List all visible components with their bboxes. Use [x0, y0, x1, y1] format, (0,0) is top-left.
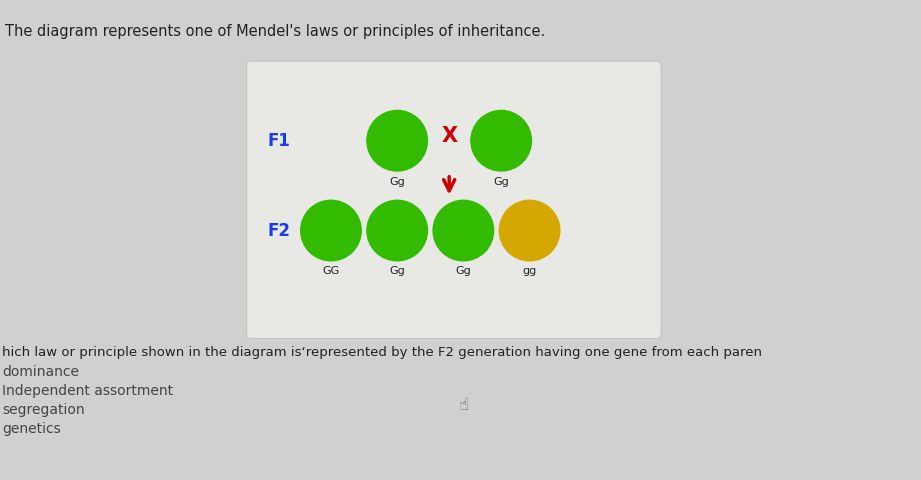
Circle shape — [499, 200, 560, 261]
Text: X: X — [441, 126, 457, 146]
Text: Independent assortment: Independent assortment — [2, 384, 173, 398]
Text: dominance: dominance — [2, 365, 79, 379]
Text: segregation: segregation — [2, 403, 85, 417]
Text: Gg: Gg — [456, 266, 472, 276]
Text: Gg: Gg — [390, 266, 405, 276]
Text: hich law or principle shown in the diagram isʻrepresented by the F2 generation h: hich law or principle shown in the diagr… — [2, 346, 762, 359]
Circle shape — [471, 110, 531, 171]
Text: genetics: genetics — [2, 421, 61, 435]
Text: The diagram represents one of Mendel's laws or principles of inheritance.: The diagram represents one of Mendel's l… — [5, 24, 545, 39]
Text: Gg: Gg — [390, 177, 405, 187]
Text: F2: F2 — [267, 222, 290, 240]
Circle shape — [433, 200, 494, 261]
Text: ☝: ☝ — [459, 396, 469, 415]
Text: Gg: Gg — [494, 177, 509, 187]
Text: F1: F1 — [267, 132, 290, 150]
Text: gg: gg — [522, 266, 537, 276]
Text: GG: GG — [322, 266, 340, 276]
Circle shape — [367, 110, 427, 171]
Circle shape — [367, 200, 427, 261]
FancyBboxPatch shape — [247, 61, 661, 338]
Circle shape — [301, 200, 361, 261]
